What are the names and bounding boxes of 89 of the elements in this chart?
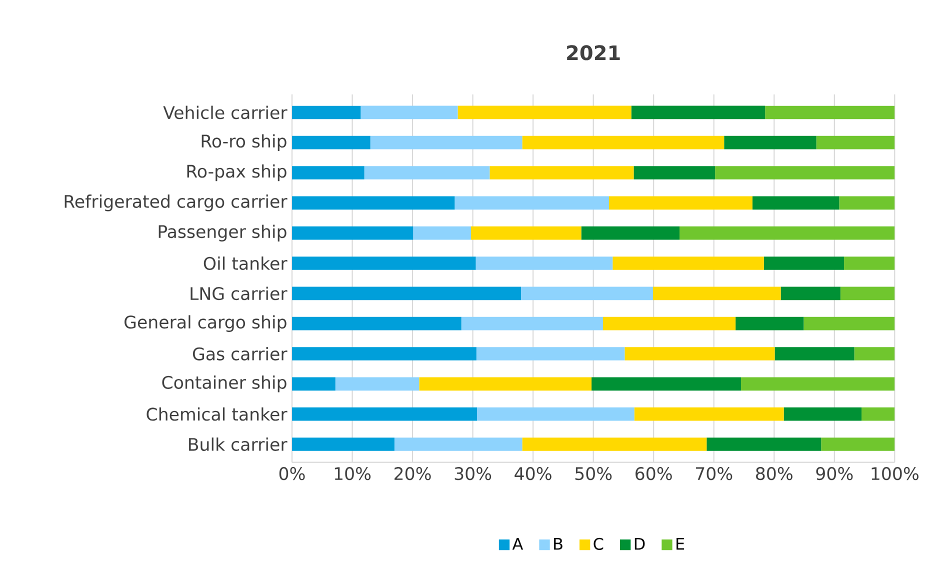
bar — [780, 286, 840, 300]
bar — [592, 377, 741, 391]
bar — [360, 106, 458, 120]
bar — [477, 407, 634, 421]
y-tick-label: Ro-ro ship — [202, 134, 286, 151]
bar — [490, 166, 634, 180]
y-tick-label: Passenger ship — [158, 224, 286, 242]
y-tick-label: Ro-pax ship — [187, 164, 286, 182]
bar — [413, 226, 471, 240]
legend-label: C — [594, 538, 604, 550]
bar — [736, 316, 804, 330]
y-tick-label: Container ship — [162, 376, 286, 392]
bar — [292, 407, 478, 421]
bar — [454, 196, 610, 210]
x-tick-label: 10% — [334, 467, 371, 480]
x-tick-label: 40% — [514, 467, 552, 480]
bar — [522, 438, 707, 451]
y-tick-label: Chemical tanker — [146, 407, 288, 421]
legend-label: A — [512, 538, 524, 550]
bar — [292, 166, 364, 180]
bar — [612, 256, 764, 270]
bar — [634, 407, 784, 421]
y-tick-label: Bulk carrier — [189, 438, 288, 451]
bar — [292, 438, 394, 451]
x-tick-label: 80% — [756, 467, 792, 480]
x-tick-label: 90% — [816, 467, 853, 480]
bar — [764, 256, 844, 270]
x-tick-label: 50% — [575, 467, 612, 480]
bar — [821, 438, 895, 451]
bar — [774, 347, 854, 360]
x-tick-label: 30% — [454, 467, 492, 480]
bar — [470, 226, 582, 240]
bar — [292, 377, 336, 391]
bar — [292, 286, 522, 300]
bar — [634, 166, 716, 180]
bar — [752, 196, 840, 210]
bar — [804, 316, 895, 330]
bar — [476, 256, 613, 270]
bar — [784, 407, 862, 421]
y-tick-label: General cargo ship — [124, 315, 286, 332]
bar — [394, 438, 522, 451]
bar — [816, 136, 895, 150]
y-tick-label: Vehicle carrier — [163, 106, 288, 120]
bar — [292, 256, 476, 270]
x-tick-label: 0% — [279, 467, 305, 480]
bar — [364, 166, 490, 180]
bar — [715, 166, 895, 180]
bar — [844, 256, 895, 270]
legend-label: E — [676, 538, 684, 550]
bar — [653, 286, 781, 300]
bar — [840, 286, 895, 300]
legend-label: B — [554, 538, 562, 550]
x-tick-label: 60% — [636, 467, 672, 480]
bar — [609, 196, 752, 210]
y-tick-label: Gas carrier — [192, 347, 288, 360]
y-tick-label: Refrigerated cargo carrier — [64, 194, 288, 212]
bar — [724, 136, 816, 150]
bar — [680, 226, 895, 240]
bar — [631, 106, 766, 120]
bar — [335, 377, 420, 391]
x-tick-label: 100% — [872, 467, 918, 480]
bar — [476, 347, 625, 360]
bar — [581, 226, 680, 240]
bar — [522, 136, 724, 150]
bar — [862, 407, 895, 421]
bar — [765, 106, 895, 120]
bar — [602, 316, 736, 330]
bar — [292, 106, 361, 120]
bar — [419, 377, 592, 391]
chart-title: 2021 — [567, 45, 620, 60]
bar — [292, 136, 370, 150]
bar — [461, 316, 603, 330]
bar — [854, 347, 895, 360]
bar — [292, 347, 476, 360]
bar — [706, 438, 822, 451]
bar — [292, 196, 455, 210]
y-tick-label: LNG carrier — [190, 286, 288, 300]
x-tick-label: 70% — [696, 467, 732, 480]
bar — [292, 226, 414, 240]
bar — [839, 196, 895, 210]
bar — [740, 377, 895, 391]
x-tick-label: 20% — [394, 467, 431, 480]
bar — [458, 106, 632, 120]
bar — [624, 347, 775, 360]
y-tick-label: Oil tanker — [204, 256, 288, 270]
bar — [292, 316, 462, 330]
bar — [521, 286, 654, 300]
legend-label: D — [634, 538, 645, 550]
bar — [370, 136, 522, 150]
